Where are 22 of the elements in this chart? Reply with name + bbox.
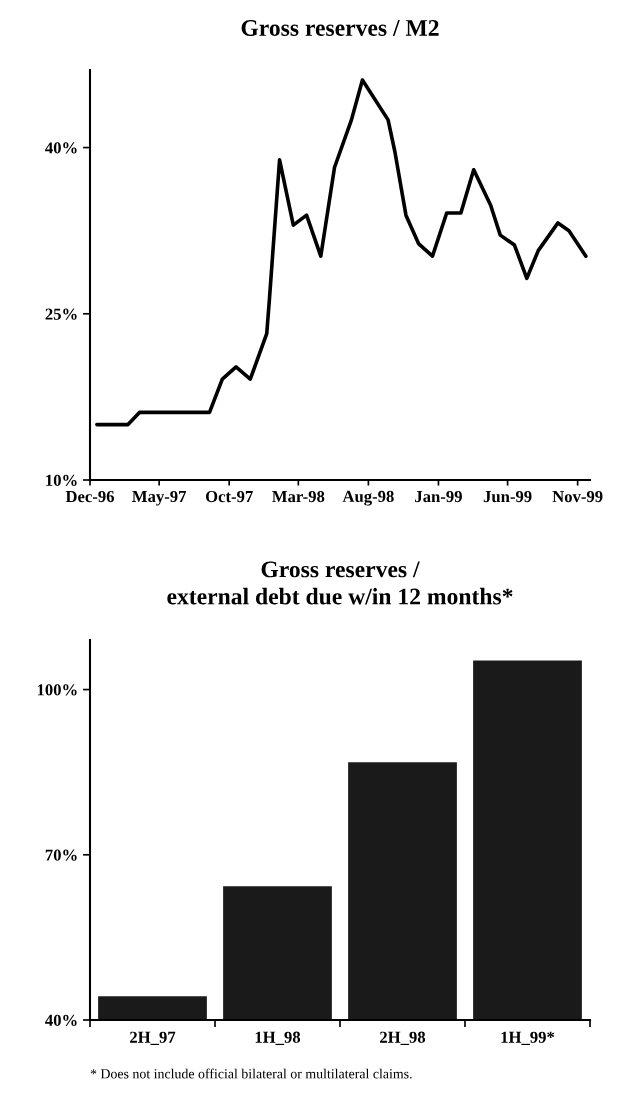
text: * Does not include official bilateral or multilateral claims. — [90, 1068, 412, 1079]
chart-title: Gross reserves / external debt due w/in 12 months* — [167, 561, 513, 605]
y-tick-label: 40% — [45, 142, 77, 154]
x-tick-label: Dec-96 — [65, 490, 115, 503]
y-tick-label: 10% — [46, 474, 77, 486]
x-tick-label: Nov-99 — [552, 490, 603, 503]
x-tick-label: 1H_99* — [501, 1031, 555, 1045]
x-tick-label: Aug-98 — [342, 490, 394, 506]
x-tick-label: Jun-99 — [483, 490, 532, 503]
x-tick-label: 2H_98 — [380, 1031, 426, 1045]
x-tick-label: Jan-99 — [415, 490, 462, 503]
chart-title: Gross reserves / M2 — [241, 20, 439, 36]
x-tick-label: 2H_97 — [130, 1031, 176, 1045]
x-tick-label: 1H_98 — [255, 1031, 301, 1045]
x-tick-label: Oct-97 — [205, 490, 253, 503]
y-tick-label: 100% — [37, 684, 77, 696]
y-tick-label: 70% — [45, 849, 77, 861]
y-tick-label: 40% — [45, 1014, 77, 1026]
x-tick-label: Mar-98 — [272, 490, 325, 503]
y-tick-label: 25% — [45, 308, 77, 320]
x-tick-label: May-97 — [132, 490, 187, 506]
line-series — [95, 78, 588, 427]
